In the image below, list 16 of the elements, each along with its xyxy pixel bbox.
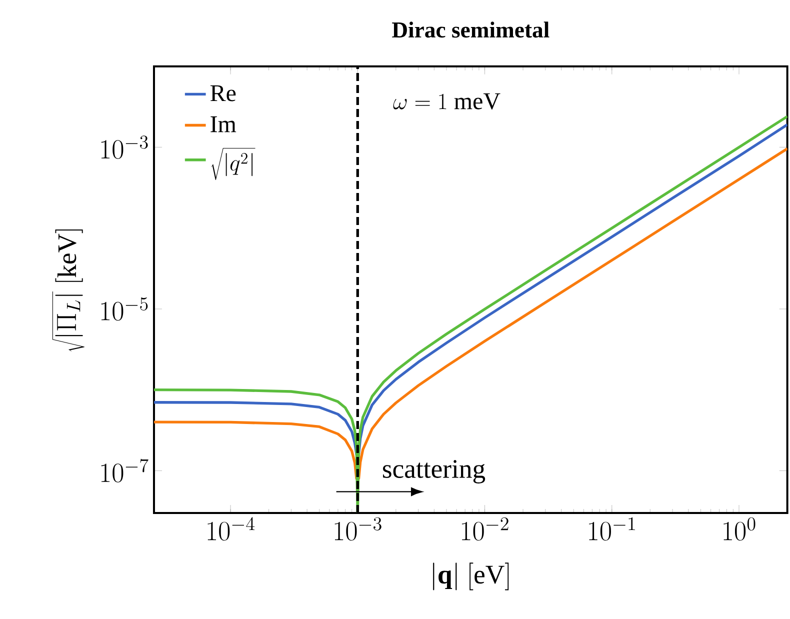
legend-label: $\mathrm{Re}$ xyxy=(210,85,236,102)
y-tick-label: $10^{-5}$ xyxy=(101,297,148,321)
x-tick-label: $10^{0}$ xyxy=(724,517,756,541)
annotation: $\mathrm{scattering}$ xyxy=(383,460,486,484)
legend-label: $\sqrt{|q^2|}$ xyxy=(211,148,256,180)
x-tick-label: $10^{-3}$ xyxy=(334,517,382,541)
x-tick-label: $10^{-2}$ xyxy=(462,517,508,541)
legend-label: $\mathrm{Im}$ xyxy=(210,116,236,132)
x-tick-label: $10^{-4}$ xyxy=(208,517,255,541)
chart-title: Dirac semimetal xyxy=(392,22,550,38)
y-tick-label: $10^{-7}$ xyxy=(101,458,148,482)
y-axis-title: $\sqrt{|\Pi_L|}\ [\mathrm{keV}]$ xyxy=(52,230,84,352)
x-axis-title: $|\mathbf{q}|\ [\mathrm{eV}]$ xyxy=(433,562,509,590)
y-tick-label: $10^{-3}$ xyxy=(101,136,148,159)
annotation: $\omega = 1\ \mathrm{meV}$ xyxy=(393,93,500,110)
x-tick-label: $10^{-1}$ xyxy=(589,517,635,541)
